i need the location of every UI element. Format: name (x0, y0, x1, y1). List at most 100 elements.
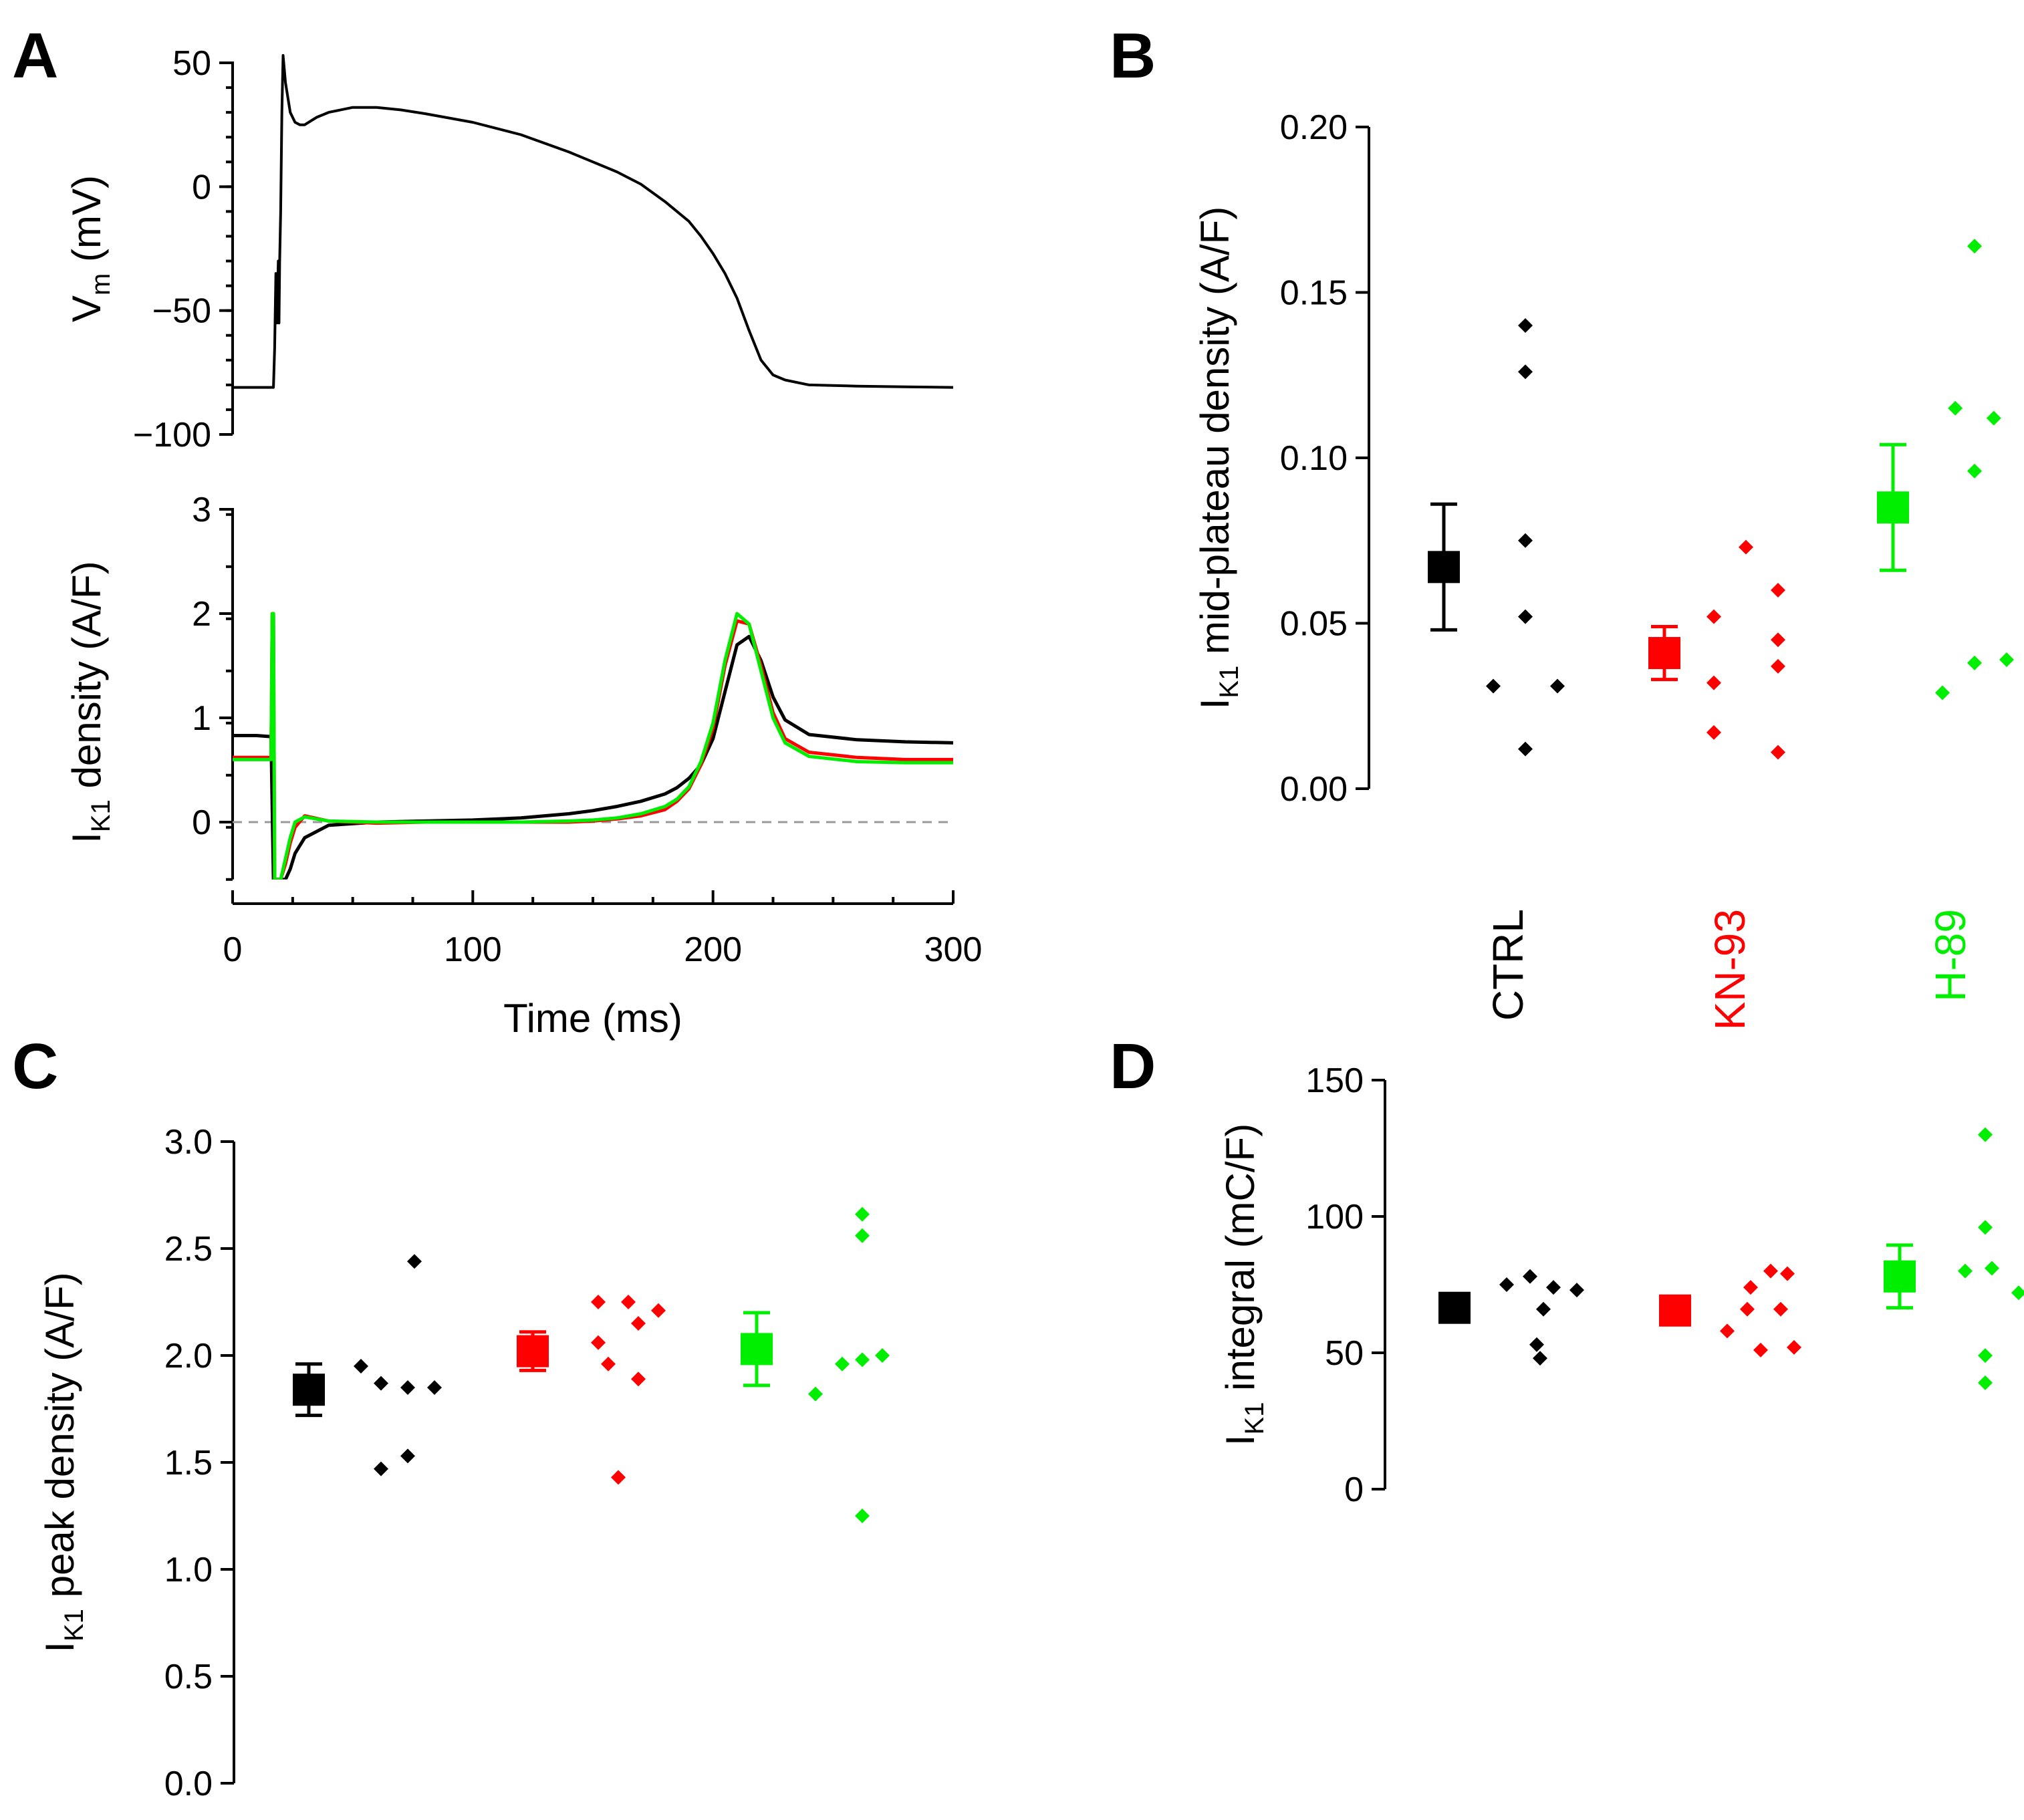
panel-a-top-ytick-label: −50 (152, 292, 211, 331)
panel-a-top-ytick-label: 50 (172, 44, 211, 83)
panel-c-mean-marker-h89 (741, 1333, 773, 1366)
panel-b-data-point-kn93 (1771, 658, 1785, 674)
panel-a-bottom-ylabel: IK1 density (A/F) (64, 561, 116, 843)
panel-c-data-point-kn93 (611, 1470, 626, 1485)
panel-b-data-point-h89 (1935, 685, 1950, 700)
panel-a-voltage-trace: 50 0 −50 −100 Vm (mV) (64, 44, 954, 454)
panel-c-data-point-h89 (835, 1356, 850, 1372)
panel-b-data-point-h89 (1948, 400, 1963, 416)
panel-c-data-point-h89 (808, 1386, 823, 1402)
panel-d-data-point-kn93 (1720, 1323, 1735, 1339)
panel-c-data-point-h89 (855, 1352, 870, 1368)
panel-d-data-point-kn93 (1773, 1301, 1788, 1317)
panel-d-data-point-h89 (1978, 1375, 1993, 1390)
panel-a-bottom-ytick-label: 2 (192, 595, 211, 634)
panel-b-data-point-ctrl (1518, 533, 1533, 548)
panel-c-data-point-kn93 (601, 1356, 616, 1372)
panel-c-data-point-h89 (855, 1228, 870, 1243)
panel-d-data-point-kn93 (1753, 1342, 1768, 1357)
panel-a-xlabel: Time (ms) (503, 996, 682, 1041)
group-labels: CTRL KN-93 H-89 (1484, 909, 1975, 1030)
panel-d-ytick-label: 0 (1344, 1470, 1364, 1509)
panel-d-data-point-kn93 (1743, 1280, 1758, 1295)
panel-b-data-point-ctrl (1518, 609, 1533, 624)
panel-c-ylabel-suffix: peak density (A/F) (37, 1272, 82, 1609)
panel-a-top-ylabel-suffix: (mV) (64, 175, 109, 273)
panel-a-bottom-ytick-label: 0 (192, 803, 211, 842)
panel-b-data-point-kn93 (1706, 675, 1721, 690)
panel-letter-a: A (12, 20, 58, 92)
panel-letter-c: C (12, 1031, 58, 1102)
panel-b-data-point-h89 (1967, 655, 1982, 670)
panel-b-data-point-ctrl (1550, 678, 1565, 694)
panel-c-ytick-label: 1.5 (164, 1444, 213, 1482)
panel-a-bottom-ylabel-base: I (64, 832, 109, 843)
panel-d-data-point-h89 (1985, 1261, 1999, 1276)
panel-letter-b: B (1110, 20, 1156, 92)
group-label-h89: H-89 (1926, 909, 1975, 1002)
panel-d-data-point-ctrl (1536, 1301, 1551, 1317)
panel-c-ytick-label: 3.0 (164, 1123, 213, 1162)
panel-c-data-point-ctrl (400, 1448, 415, 1464)
panel-d-data-point-ctrl (1546, 1280, 1561, 1295)
panel-c-data-point-kn93 (631, 1316, 646, 1331)
panel-c-data-point-kn93 (591, 1335, 606, 1350)
panel-b-mid-plateau-chart: 0.20 0.15 0.10 0.05 0.00 IK1 mid-plateau dens… (1192, 108, 2014, 809)
panel-c-ytick-label: 1.0 (164, 1551, 213, 1589)
panel-b-mean-marker-kn93 (1648, 637, 1680, 670)
panel-b-ytick-label: 0.10 (1280, 439, 1348, 478)
panel-c-ytick-label: 2.5 (164, 1230, 213, 1269)
panel-c-mean-marker-kn93 (517, 1335, 549, 1368)
panel-d-data-point-ctrl (1569, 1283, 1584, 1298)
panel-a-top-ylabel: Vm (mV) (64, 175, 116, 322)
panel-c-ytick-label: 0.0 (164, 1765, 213, 1803)
panel-a-xtick-label: 100 (444, 930, 502, 969)
panel-d-ylabel-suffix: integral (mC/F) (1218, 1124, 1263, 1402)
panel-d-data-point-kn93 (1780, 1266, 1795, 1281)
panel-c-data-point-kn93 (591, 1295, 606, 1309)
panel-d-data-point-h89 (1978, 1220, 1993, 1235)
panel-b-ylabel-base: I (1192, 698, 1237, 710)
panel-c-data-point-h89 (855, 1509, 870, 1523)
panel-d-mean-marker-ctrl (1438, 1291, 1471, 1324)
panel-d-data-point-h89 (1978, 1348, 1993, 1363)
panel-c-data-point-ctrl (374, 1461, 388, 1476)
panel-d-ytick-label: 150 (1305, 1061, 1364, 1100)
panel-b-data-point-ctrl (1518, 318, 1533, 333)
panel-d-data-point-ctrl (1523, 1269, 1537, 1284)
panel-a-bottom-ylabel-suffix: density (A/F) (64, 561, 109, 799)
panel-letter-d: D (1110, 1031, 1156, 1102)
panel-b-data-point-h89 (1999, 652, 2014, 667)
panel-d-ylabel-base: I (1218, 1434, 1263, 1446)
panel-b-ylabel-sub: K1 (1215, 666, 1244, 698)
panel-d-data-point-ctrl (1529, 1337, 1544, 1352)
panel-a-bottom-series-h-89 (233, 612, 953, 880)
panel-d-data-point-h89 (1958, 1263, 1973, 1279)
panel-b-mean-marker-ctrl (1428, 551, 1460, 583)
panel-b-data-point-ctrl (1518, 364, 1533, 380)
panel-c-data-point-ctrl (407, 1254, 422, 1269)
panel-d-mean-marker-h89 (1884, 1260, 1916, 1293)
panel-c-data-point-kn93 (621, 1295, 636, 1309)
panel-c-ylabel: IK1 peak density (A/F) (37, 1272, 89, 1652)
panel-b-data-point-kn93 (1739, 539, 1753, 555)
panel-b-data-point-h89 (1967, 239, 1982, 254)
panel-b-ytick-label: 0.15 (1280, 274, 1348, 313)
panel-c-data-point-kn93 (651, 1303, 666, 1318)
panel-b-ytick-label: 0.00 (1280, 770, 1348, 809)
group-label-kn93: KN-93 (1706, 909, 1754, 1030)
panel-a-xtick-label: 300 (924, 930, 983, 969)
panel-b-data-point-kn93 (1771, 632, 1785, 648)
panel-b-ylabel: IK1 mid-plateau density (A/F) (1192, 207, 1244, 710)
panel-d-data-point-kn93 (1740, 1301, 1755, 1317)
panel-c-ylabel-base: I (37, 1642, 82, 1653)
panel-d-mean-marker-kn93 (1659, 1294, 1691, 1327)
panel-b-data-point-kn93 (1771, 745, 1785, 760)
panel-a-top-series-vm (233, 53, 954, 389)
panel-b-data-point-h89 (1986, 410, 2001, 426)
panel-c-data-point-kn93 (631, 1372, 646, 1387)
panel-c-mean-marker-ctrl (293, 1374, 325, 1406)
panel-d-data-point-kn93 (1787, 1339, 1801, 1355)
panel-b-ytick-label: 0.20 (1280, 108, 1348, 147)
